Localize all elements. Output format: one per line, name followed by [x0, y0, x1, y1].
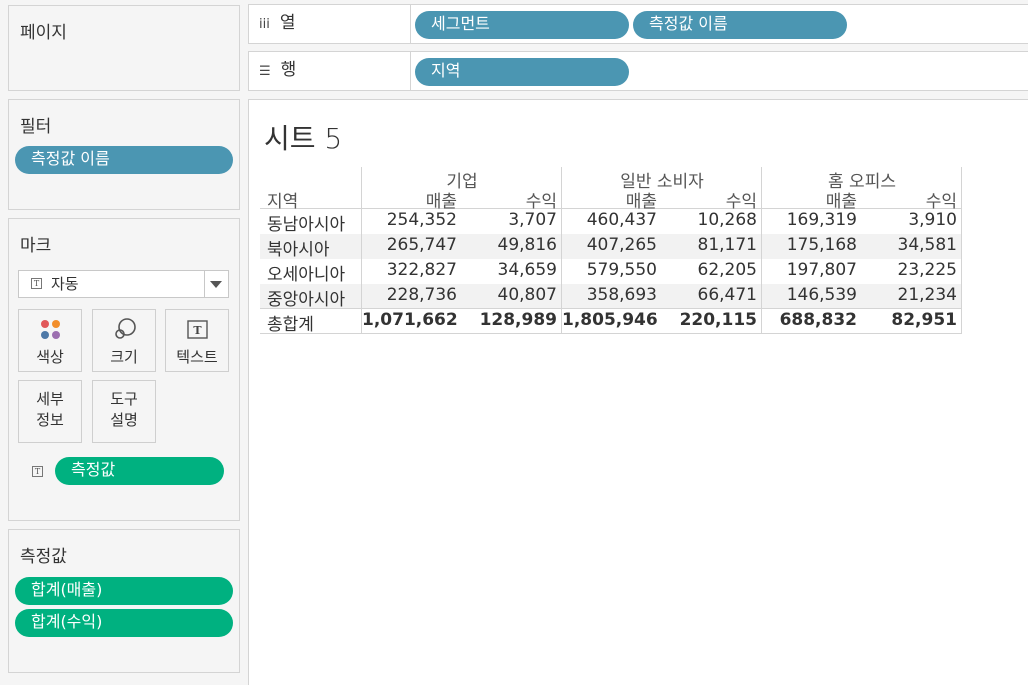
rows-shelf[interactable]: ☰ 행 — [248, 51, 1028, 91]
rows-shelf-label: ☰ 행 — [249, 52, 411, 90]
table-cell: 197,807 — [786, 260, 857, 280]
rows-label-text: 행 — [280, 60, 297, 80]
row-header-label: 지역 — [267, 192, 299, 212]
table-cell: 10,268 — [697, 210, 757, 230]
columns-shelf-label: iii 열 — [249, 5, 411, 43]
text-button[interactable]: T 텍스트 — [165, 309, 229, 372]
filters-panel[interactable]: 필터 측정값 이름 — [8, 99, 240, 210]
measure-header: 수익 — [525, 192, 557, 212]
divider — [361, 167, 362, 334]
table-cell: 265,747 — [386, 235, 457, 255]
chevron-down-icon[interactable] — [210, 281, 222, 288]
color-button[interactable]: 색상 — [18, 309, 82, 372]
marks-title: 마크 — [20, 236, 52, 256]
measure-header: 매출 — [825, 192, 857, 212]
total-cell: 220,115 — [679, 310, 757, 330]
measure-header: 매출 — [625, 192, 657, 212]
measure-values-title: 측정값 — [20, 547, 67, 567]
table-cell: 146,539 — [786, 285, 857, 305]
table-cell: 66,471 — [697, 285, 757, 305]
measure-pill-profit[interactable]: 합계(수익) — [15, 609, 233, 637]
total-cell: 1,071,662 — [362, 310, 458, 330]
column-pill-segment[interactable]: 세그먼트 — [415, 11, 629, 39]
detail-button[interactable]: 세부 정보 — [18, 380, 82, 443]
region-label: 오세아니아 — [267, 265, 346, 285]
row-band — [260, 284, 962, 309]
table-cell: 358,693 — [586, 285, 657, 305]
sheet-title: 시트 5 — [264, 122, 343, 155]
measure-header: 수익 — [725, 192, 757, 212]
region-label: 북아시아 — [267, 240, 330, 260]
table-cell: 23,225 — [897, 260, 957, 280]
size-label: 크기 — [110, 348, 138, 366]
total-cell: 1,805,946 — [562, 310, 658, 330]
column-pill-measure-names[interactable]: 측정값 이름 — [633, 11, 847, 39]
rows-icon: ☰ — [259, 64, 271, 79]
table-cell: 40,807 — [497, 285, 557, 305]
measure-pill-sales[interactable]: 합계(매출) — [15, 577, 233, 605]
region-label: 동남아시아 — [267, 215, 346, 235]
table-cell: 3,707 — [508, 210, 557, 230]
row-band — [260, 234, 962, 259]
segment-header: 일반 소비자 — [620, 172, 704, 192]
color-icon — [41, 320, 60, 339]
segment-header: 기업 — [446, 172, 478, 192]
pages-panel[interactable]: 페이지 — [8, 5, 240, 91]
table-cell: 175,168 — [786, 235, 857, 255]
divider — [761, 167, 762, 334]
segment-header: 홈 오피스 — [828, 172, 896, 192]
text-encoding-icon: T — [32, 466, 43, 477]
view-canvas — [248, 99, 1028, 685]
table-cell: 254,352 — [386, 210, 457, 230]
table-cell: 169,319 — [786, 210, 857, 230]
measure-header: 매출 — [425, 192, 457, 212]
table-cell: 460,437 — [586, 210, 657, 230]
tooltip-button[interactable]: 도구 설명 — [92, 380, 156, 443]
columns-icon: iii — [259, 17, 270, 32]
filter-pill-measure-names[interactable]: 측정값 이름 — [15, 146, 233, 174]
divider — [260, 333, 962, 334]
text-icon: T — [187, 320, 208, 339]
table-cell: 322,827 — [386, 260, 457, 280]
divider — [961, 167, 962, 334]
text-mark-icon: T — [31, 278, 42, 289]
filters-title: 필터 — [20, 117, 52, 137]
region-label: 중앙아시아 — [267, 290, 346, 310]
table-cell: 81,171 — [697, 235, 757, 255]
crosstab: 기업 일반 소비자 홈 오피스 지역 매출 수익 매출 수익 매출 수익 동남아… — [260, 167, 962, 335]
table-cell: 407,265 — [586, 235, 657, 255]
svg-text:T: T — [193, 324, 202, 337]
columns-label-text: 열 — [279, 13, 296, 33]
divider — [260, 208, 962, 209]
table-cell: 34,581 — [897, 235, 957, 255]
size-icon — [115, 318, 136, 339]
total-cell: 82,951 — [891, 310, 957, 330]
measure-header: 수익 — [925, 192, 957, 212]
color-label: 색상 — [36, 348, 64, 366]
table-cell: 62,205 — [697, 260, 757, 280]
table-cell: 579,550 — [586, 260, 657, 280]
mark-type-value: 자동 — [51, 275, 79, 293]
mark-type-dropdown[interactable]: T 자동 — [18, 270, 229, 298]
measure-values-panel: 측정값 합계(매출) 합계(수익) — [8, 529, 240, 673]
grand-total-label: 총합계 — [267, 315, 314, 335]
marks-text-pill[interactable]: 측정값 — [55, 457, 224, 485]
table-cell: 3,910 — [908, 210, 957, 230]
size-button[interactable]: 크기 — [92, 309, 156, 372]
table-cell: 228,736 — [386, 285, 457, 305]
total-cell: 688,832 — [779, 310, 857, 330]
detail-label: 세부 정보 — [36, 390, 64, 429]
dropdown-separator — [204, 271, 205, 297]
table-cell: 49,816 — [497, 235, 557, 255]
text-label: 텍스트 — [176, 348, 218, 366]
table-cell: 34,659 — [497, 260, 557, 280]
divider — [260, 308, 962, 309]
tooltip-label: 도구 설명 — [110, 390, 138, 429]
total-cell: 128,989 — [479, 310, 557, 330]
divider — [561, 167, 562, 334]
row-pill-region[interactable]: 지역 — [415, 58, 629, 86]
pages-title: 페이지 — [20, 23, 67, 43]
table-cell: 21,234 — [897, 285, 957, 305]
